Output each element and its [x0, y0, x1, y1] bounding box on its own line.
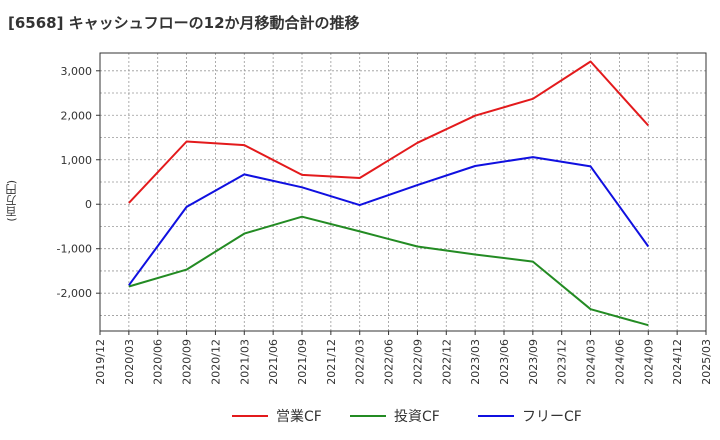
x-tick-label: 2023/12 [556, 339, 569, 385]
x-tick-label: 2019/12 [94, 339, 107, 385]
x-tick-label: 2023/09 [527, 339, 540, 385]
y-tick-label: -1,000 [57, 243, 92, 256]
x-tick-label: 2022/06 [383, 339, 396, 385]
x-tick-label: 2020/03 [123, 339, 136, 385]
x-tick-label: 2020/06 [152, 339, 165, 385]
legend-item-free-cf: フリーCF [478, 404, 582, 428]
y-tick-label: 3,000 [61, 65, 93, 78]
legend-item-investing-cf: 投資CF [350, 404, 440, 428]
series-line-investing-cf [128, 215, 649, 327]
x-tick-label: 2022/03 [354, 339, 367, 385]
x-tick-label: 2024/12 [671, 339, 684, 385]
x-tick-label: 2022/09 [411, 339, 424, 385]
x-tick-label: 2021/09 [296, 339, 309, 385]
y-tick-label: -2,000 [57, 287, 92, 300]
legend-label-free-cf: フリーCF [522, 409, 582, 425]
series-line-free-cf [128, 156, 650, 286]
y-tick-label: 2,000 [61, 109, 93, 122]
x-tick-label: 2024/06 [613, 339, 626, 385]
y-tick-label: 0 [85, 198, 92, 211]
plot-area [100, 53, 706, 331]
x-tick-label: 2023/03 [469, 339, 482, 385]
chart-title: [6568] キャッシュフローの12か月移動合計の推移 [8, 14, 360, 32]
legend-label-investing-cf: 投資CF [394, 409, 440, 425]
x-tick-label: 2022/12 [440, 339, 453, 385]
x-tick-label: 2020/12 [209, 339, 222, 385]
plot-frame [99, 52, 707, 332]
x-tick-label: 2020/09 [181, 339, 194, 385]
x-tick-label: 2024/03 [585, 339, 598, 385]
x-tick-label: 2021/12 [325, 339, 338, 385]
legend: 営業CF 投資CF フリーCF [0, 404, 720, 428]
legend-swatch-free-cf [478, 415, 514, 417]
y-tick-label: 1,000 [61, 154, 93, 167]
legend-label-operating-cf: 営業CF [276, 409, 322, 425]
x-tick-label: 2021/06 [267, 339, 280, 385]
x-tick-label: 2025/03 [700, 339, 713, 385]
legend-swatch-investing-cf [350, 415, 386, 417]
series-line-operating-cf [128, 60, 650, 204]
x-tick-label: 2023/06 [498, 339, 511, 385]
legend-swatch-operating-cf [232, 415, 268, 417]
x-tick-label: 2024/09 [642, 339, 655, 385]
legend-item-operating-cf: 営業CF [232, 404, 322, 428]
x-tick-label: 2021/03 [238, 339, 251, 385]
